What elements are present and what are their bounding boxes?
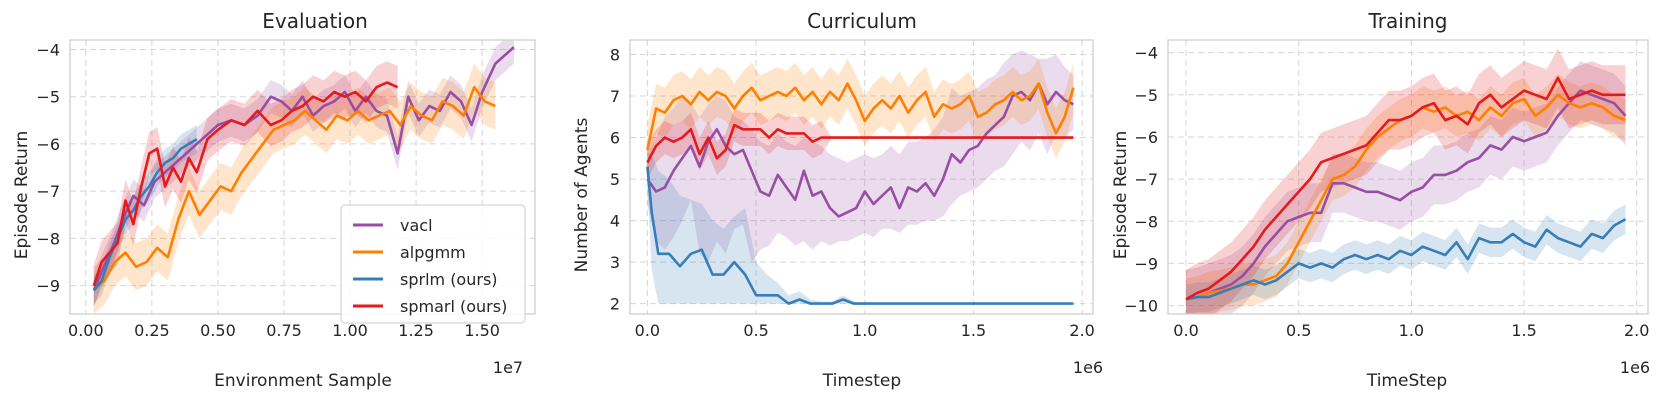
sprlm-series-line (1185, 218, 1627, 301)
sprlm-series-line (646, 166, 1074, 305)
y-tick-label: 3 (610, 253, 620, 272)
vacl-confidence-band (93, 40, 514, 307)
sprlm-legend-label: sprlm (ours) (400, 270, 498, 289)
x-tick-label: 0.25 (134, 321, 170, 340)
alpgmm-confidence-band (1186, 73, 1626, 314)
x-tick-label: 0.5 (743, 321, 768, 340)
y-tick-label: −4 (36, 40, 60, 59)
x-axis-offset: 1e7 (493, 358, 523, 377)
y-tick-label: −6 (1134, 128, 1158, 147)
sprlm-confidence-band (647, 154, 1074, 304)
y-axis-label: Episode Return (12, 131, 32, 260)
sprlm-confidence-band (1186, 204, 1626, 314)
x-tick-label: 0.0 (1173, 321, 1198, 340)
x-tick-label: 0.00 (68, 321, 104, 340)
alpgmm-confidence-band (647, 58, 1074, 175)
x-tick-label: 0.5 (1286, 321, 1311, 340)
spmarl-confidence-band (647, 108, 1074, 180)
y-tick-label: −10 (1124, 297, 1158, 316)
y-tick-label: −5 (36, 88, 60, 107)
legend: vacl alpgmm sprlm (ours) spmarl (ours) (340, 204, 526, 324)
y-tick-label: −5 (1134, 86, 1158, 105)
plot-frame (1167, 39, 1649, 315)
y-tick-label: −7 (36, 182, 60, 201)
x-tick-label: 1.00 (332, 321, 368, 340)
vacl-confidence-band (647, 50, 1074, 263)
x-axis-offset: 1e6 (1620, 358, 1650, 377)
y-tick-label: 6 (610, 129, 620, 148)
chart-title: Training (1368, 9, 1448, 33)
plot-area (92, 40, 515, 314)
chart-title: Curriculum (807, 9, 917, 33)
spmarl-confidence-band (1186, 48, 1626, 314)
x-tick-label: 1.5 (1511, 321, 1536, 340)
y-tick-label: −8 (36, 229, 60, 248)
y-tick-label: 7 (610, 87, 620, 106)
y-tick-label: −6 (36, 135, 60, 154)
x-axis-label: Timestep (822, 371, 901, 391)
plot-frame (629, 39, 1094, 315)
plot-area (646, 50, 1075, 305)
alpgmm-legend-label: alpgmm (400, 243, 466, 262)
x-tick-label: 1.0 (852, 321, 877, 340)
x-tick-label: 1.50 (464, 321, 500, 340)
spmarl-confidence-band (93, 61, 398, 307)
vacl-series-line (92, 46, 515, 291)
y-tick-label: 2 (610, 295, 620, 314)
x-axis-label: Environment Sample (214, 371, 392, 391)
plot-area (1185, 48, 1627, 314)
spmarl-series-line (1185, 76, 1626, 301)
y-tick-label: 5 (610, 170, 620, 189)
sprlm-series-line (92, 138, 198, 292)
y-tick-label: −9 (1134, 254, 1158, 273)
vacl-confidence-band (1186, 61, 1626, 314)
evaluation-panel: Evaluation Episode Return Environment Sa… (12, 9, 536, 391)
alpgmm-series-line (646, 82, 1075, 151)
x-tick-label: 1.25 (398, 321, 434, 340)
vacl-legend-label: vacl (400, 216, 433, 235)
training-panel: Training Episode Return TimeStep 1e6 0.0… (1111, 9, 1650, 391)
curriculum-panel: Curriculum Number of Agents Timestep 1e6… (572, 9, 1103, 391)
chart-title: Evaluation (262, 9, 368, 33)
plot-frame (69, 39, 536, 315)
y-axis-label: Number of Agents (572, 118, 592, 273)
x-axis-label: TimeStep (1366, 371, 1447, 391)
spmarl-legend-label: spmarl (ours) (400, 297, 507, 316)
vacl-series-line (1185, 89, 1627, 301)
x-tick-label: 0.50 (200, 321, 236, 340)
spmarl-series-line (646, 123, 1074, 164)
x-tick-label: 2.0 (1069, 321, 1094, 340)
y-axis-label: Episode Return (1111, 131, 1131, 260)
x-tick-label: 0.75 (266, 321, 302, 340)
y-tick-label: −8 (1134, 212, 1158, 231)
y-tick-label: −9 (36, 277, 60, 296)
grid (1168, 40, 1648, 314)
vacl-series-line (646, 82, 1074, 218)
y-tick-label: 8 (610, 46, 620, 65)
alpgmm-series-line (92, 85, 496, 292)
x-tick-label: 1.5 (961, 321, 986, 340)
y-tick-label: 4 (610, 212, 620, 231)
x-tick-label: 0.0 (635, 321, 660, 340)
x-axis-offset: 1e6 (1073, 358, 1103, 377)
x-tick-label: 1.0 (1399, 321, 1424, 340)
y-tick-label: −4 (1134, 44, 1158, 63)
spmarl-series-line (92, 81, 399, 287)
y-tick-label: −7 (1134, 170, 1158, 189)
alpgmm-confidence-band (93, 63, 496, 314)
x-tick-label: 2.0 (1624, 321, 1649, 340)
